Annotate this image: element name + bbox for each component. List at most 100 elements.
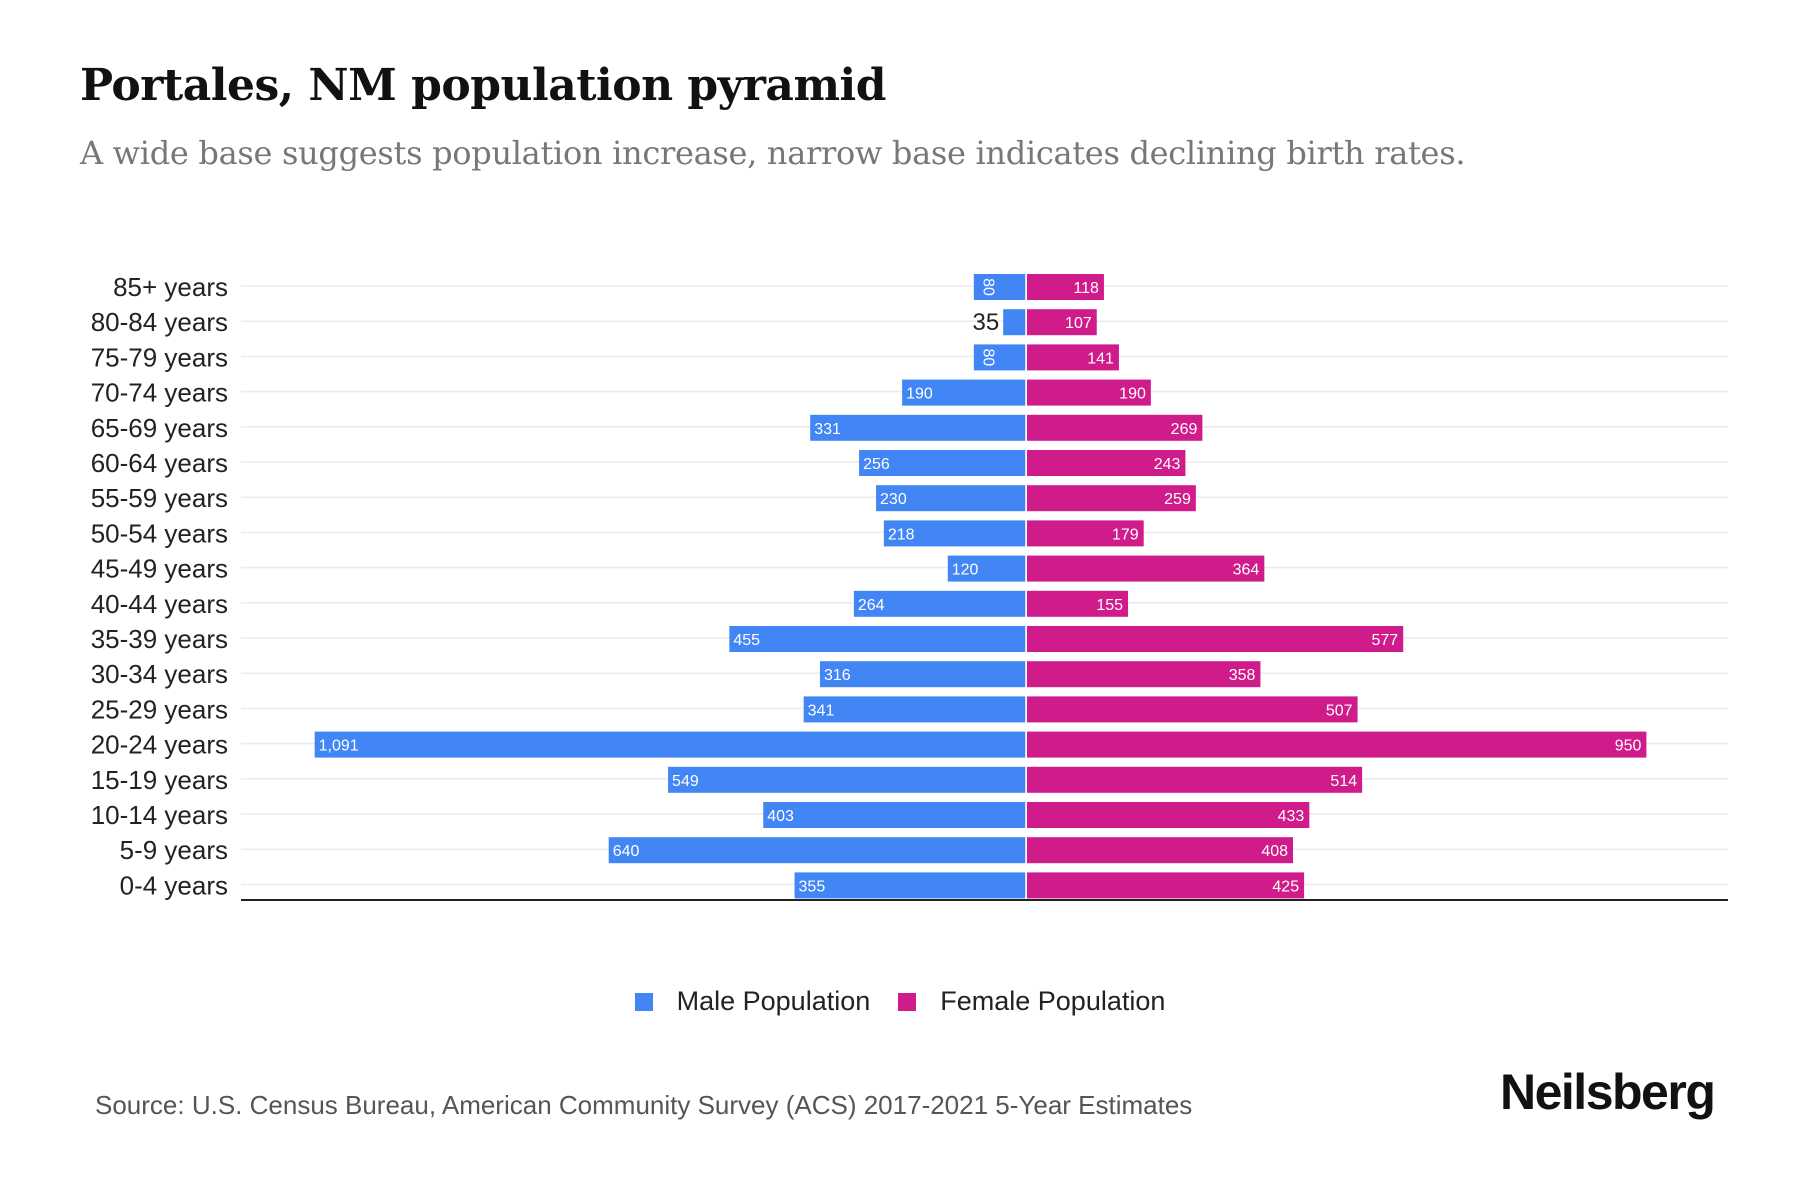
bar-female[interactable]: [1027, 731, 1647, 758]
value-label-male: 1,091: [319, 738, 359, 755]
chart-title: Portales, NM population pyramid: [80, 60, 886, 111]
category-label: 15-19 years: [91, 765, 228, 795]
value-label-female: 155: [1096, 597, 1123, 614]
category-label: 60-64 years: [91, 448, 228, 478]
value-label-male: 35: [972, 309, 999, 336]
legend-item-male[interactable]: Male Population: [634, 986, 871, 1017]
value-label-male: 355: [799, 878, 826, 895]
value-label-female: 107: [1065, 315, 1092, 332]
bar-male[interactable]: [763, 802, 1026, 828]
value-label-female: 243: [1154, 456, 1181, 473]
chart-subtitle: A wide base suggests population increase…: [80, 134, 1466, 172]
value-label-female: 408: [1261, 843, 1288, 860]
bar-female[interactable]: [1027, 274, 1104, 300]
bar-male[interactable]: [794, 872, 1026, 899]
value-label-female: 577: [1372, 632, 1399, 649]
legend-label-female: Female Population: [940, 986, 1166, 1016]
value-label-male: 331: [814, 421, 841, 438]
category-label: 80-84 years: [91, 307, 228, 337]
bar-female[interactable]: [1027, 626, 1404, 652]
category-label: 45-49 years: [91, 554, 228, 584]
value-label-male: 640: [613, 843, 640, 860]
value-label-male: 218: [888, 526, 915, 543]
bar-male[interactable]: [803, 696, 1026, 723]
bar-male[interactable]: [902, 379, 1026, 406]
value-label-female: 259: [1164, 491, 1191, 508]
category-label: 65-69 years: [91, 413, 228, 443]
category-label: 0-4 years: [120, 870, 228, 900]
bar-male[interactable]: [883, 520, 1026, 547]
bar-female[interactable]: [1027, 872, 1305, 899]
category-label: 50-54 years: [91, 518, 228, 548]
bar-female[interactable]: [1027, 379, 1151, 406]
bar-female[interactable]: [1027, 837, 1294, 864]
legend-swatch-male: [634, 992, 653, 1011]
value-label-female: 364: [1233, 562, 1260, 579]
value-label-female: 425: [1272, 878, 1299, 895]
bar-female[interactable]: [1027, 696, 1358, 723]
legend-label-male: Male Population: [676, 986, 871, 1016]
category-label: 5-9 years: [120, 835, 228, 865]
value-label-male: 190: [906, 386, 933, 403]
value-label-male: 264: [858, 597, 885, 614]
value-label-male: 80: [979, 278, 996, 296]
legend-swatch-female: [898, 992, 917, 1011]
bar-female[interactable]: [1027, 520, 1144, 547]
bar-female[interactable]: [1027, 802, 1310, 828]
category-label: 55-59 years: [91, 483, 228, 513]
category-label: 85+ years: [113, 272, 228, 302]
value-label-female: 507: [1326, 702, 1353, 719]
bar-male[interactable]: [810, 414, 1026, 441]
value-label-female: 514: [1330, 773, 1357, 790]
bar-male[interactable]: [859, 450, 1026, 476]
bar-male[interactable]: [819, 661, 1026, 688]
bar-male[interactable]: [608, 837, 1026, 864]
value-label-female: 190: [1119, 386, 1146, 403]
bar-male[interactable]: [947, 555, 1026, 582]
source-note: Source: U.S. Census Bureau, American Com…: [95, 1090, 1193, 1120]
category-label: 75-79 years: [91, 342, 228, 372]
bar-female[interactable]: [1027, 766, 1363, 793]
category-label: 40-44 years: [91, 589, 228, 619]
bar-male[interactable]: [1003, 309, 1026, 336]
value-label-female: 358: [1229, 667, 1256, 684]
bars: 80 118 35 107 80 141 190 190 331 269 256 243 230 259 2…: [314, 274, 1647, 899]
bar-female[interactable]: [1027, 309, 1097, 336]
value-label-female: 141: [1087, 350, 1114, 367]
bar-female[interactable]: [1027, 450, 1186, 476]
gridlines: [241, 285, 1728, 886]
value-label-male: 316: [824, 667, 851, 684]
value-label-male: 120: [952, 562, 979, 579]
bar-male[interactable]: [973, 274, 1026, 300]
category-label: 30-34 years: [91, 659, 228, 689]
value-label-male: 80: [979, 349, 996, 367]
value-label-female: 950: [1615, 738, 1642, 755]
bar-female[interactable]: [1027, 590, 1129, 617]
bar-male[interactable]: [973, 344, 1026, 371]
category-labels: 85+ years 80-84 years 75-79 years 70-74 yea…: [91, 272, 228, 900]
value-label-male: 256: [863, 456, 890, 473]
bar-male[interactable]: [668, 766, 1026, 793]
bar-female[interactable]: [1027, 414, 1203, 441]
bar-female[interactable]: [1027, 661, 1261, 688]
bar-male[interactable]: [876, 485, 1026, 512]
bar-male[interactable]: [729, 626, 1026, 652]
value-label-male: 549: [672, 773, 699, 790]
brand-logo: Neilsberg: [1500, 1064, 1716, 1120]
bar-male[interactable]: [314, 731, 1027, 758]
value-label-male: 403: [767, 808, 794, 825]
legend: Male Population Female Population: [0, 986, 1800, 1017]
value-label-female: 118: [1073, 280, 1099, 297]
bar-female[interactable]: [1027, 485, 1196, 512]
value-label-male: 230: [880, 491, 907, 508]
value-label-female: 433: [1278, 808, 1305, 825]
bar-female[interactable]: [1027, 344, 1119, 371]
category-label: 10-14 years: [91, 800, 228, 830]
category-label: 25-29 years: [91, 694, 228, 724]
bar-male[interactable]: [853, 590, 1026, 617]
value-label-female: 179: [1112, 526, 1139, 543]
legend-item-female[interactable]: Female Population: [898, 986, 1165, 1017]
value-label-female: 269: [1171, 421, 1198, 438]
bar-female[interactable]: [1027, 555, 1265, 582]
category-label: 35-39 years: [91, 624, 228, 654]
